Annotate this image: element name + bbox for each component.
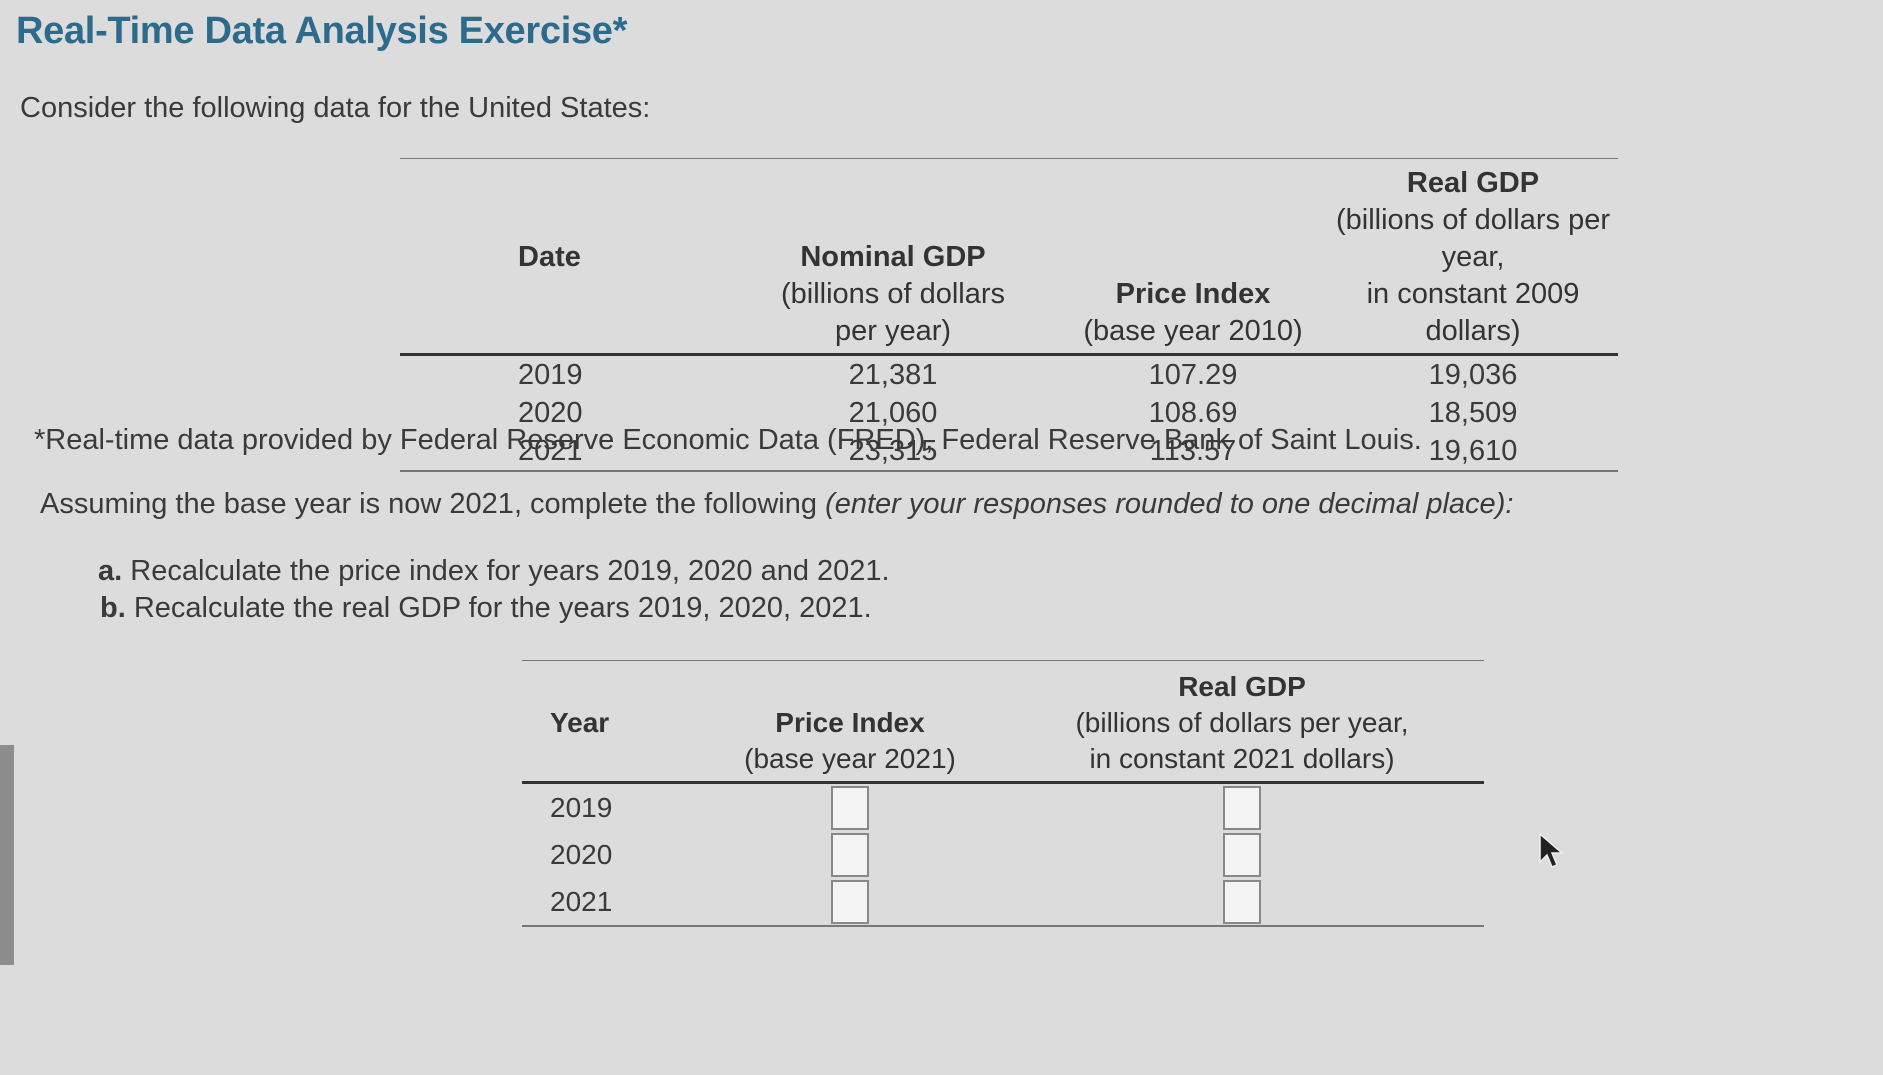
header-date: Date xyxy=(400,158,728,356)
nominal-gdp-cell: 23,315 xyxy=(728,432,1058,472)
table-row: 2020 xyxy=(522,831,1484,878)
date-cell: 2020 xyxy=(518,397,583,429)
table-row: 2021 xyxy=(522,878,1484,927)
price-index-cell: 108.69 xyxy=(1148,397,1238,429)
real-gdp-cell: 18,509 xyxy=(1428,397,1518,429)
date-cell: 2021 xyxy=(400,432,728,472)
table-row: 2019 21,381 107.29 19,036 xyxy=(400,355,1618,395)
nominal-gdp-cell: 21,060 xyxy=(848,397,938,429)
year-cell: 2020 xyxy=(550,838,613,870)
instruction-text: Assuming the base year is now 2021, comp… xyxy=(40,488,1514,520)
table-row: 2021 23,315 113.57 19,610 xyxy=(400,432,1618,472)
intro-text: Consider the following data for the Unit… xyxy=(20,92,651,124)
nominal-gdp-cell: 21,381 xyxy=(848,359,938,391)
date-cell: 2019 xyxy=(518,359,583,391)
answer-table: Year Price Index (base year 2021) Real G… xyxy=(522,660,1484,927)
us-gdp-data-table: Date Nominal GDP (billions of dollars pe… xyxy=(400,158,1618,472)
question-b: b. Recalculate the real GDP for the year… xyxy=(100,592,872,624)
data-source-footnote: *Real-time data provided by Federal Rese… xyxy=(34,424,1422,456)
header-real-gdp: Real GDP (billions of dollars per year, … xyxy=(1328,158,1618,356)
table-row: 2019 xyxy=(522,783,1484,832)
real-gdp-cell: 19,610 xyxy=(1328,432,1618,472)
price-index-cell: 107.29 xyxy=(1148,359,1238,391)
question-a: a. Recalculate the price index for years… xyxy=(98,555,890,587)
real-gdp-2019-input[interactable] xyxy=(1223,785,1261,830)
price-index-cell: 113.57 xyxy=(1058,432,1328,472)
real-gdp-cell: 19,036 xyxy=(1428,359,1518,391)
page-title: Real-Time Data Analysis Exercise* xyxy=(16,10,628,52)
price-index-2019-input[interactable] xyxy=(831,785,869,830)
mouse-cursor-icon xyxy=(1539,832,1565,868)
header-nominal-gdp: Nominal GDP (billions of dollars per yea… xyxy=(728,158,1058,356)
real-gdp-2021-input[interactable] xyxy=(1223,879,1261,924)
left-edge-bar xyxy=(0,745,14,965)
year-cell: 2019 xyxy=(550,791,613,823)
header-price-index-2021: Price Index (base year 2021) xyxy=(700,660,1000,784)
header-price-index: Price Index (base year 2010) xyxy=(1058,158,1328,356)
table-row: 2020 21,060 108.69 18,509 xyxy=(400,394,1618,432)
year-cell: 2021 xyxy=(522,878,700,927)
price-index-2020-input[interactable] xyxy=(831,832,869,877)
header-year: Year xyxy=(522,660,700,784)
header-real-gdp-2021: Real GDP (billions of dollars per year, … xyxy=(1000,660,1484,784)
price-index-2021-input[interactable] xyxy=(831,879,869,924)
real-gdp-2020-input[interactable] xyxy=(1223,832,1261,877)
